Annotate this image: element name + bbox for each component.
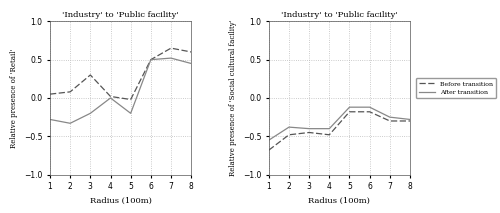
Y-axis label: Relative presence of 'Social cultural facility': Relative presence of 'Social cultural fa… (229, 20, 237, 176)
Y-axis label: Relative presence of 'Retail': Relative presence of 'Retail' (10, 48, 18, 148)
X-axis label: Radius (100m): Radius (100m) (90, 197, 152, 205)
Title: 'Industry' to 'Public facility': 'Industry' to 'Public facility' (281, 11, 398, 19)
Legend: Before transition, After transition: Before transition, After transition (416, 78, 496, 98)
Title: 'Industry' to 'Public facility': 'Industry' to 'Public facility' (62, 11, 179, 19)
X-axis label: Radius (100m): Radius (100m) (308, 197, 370, 205)
